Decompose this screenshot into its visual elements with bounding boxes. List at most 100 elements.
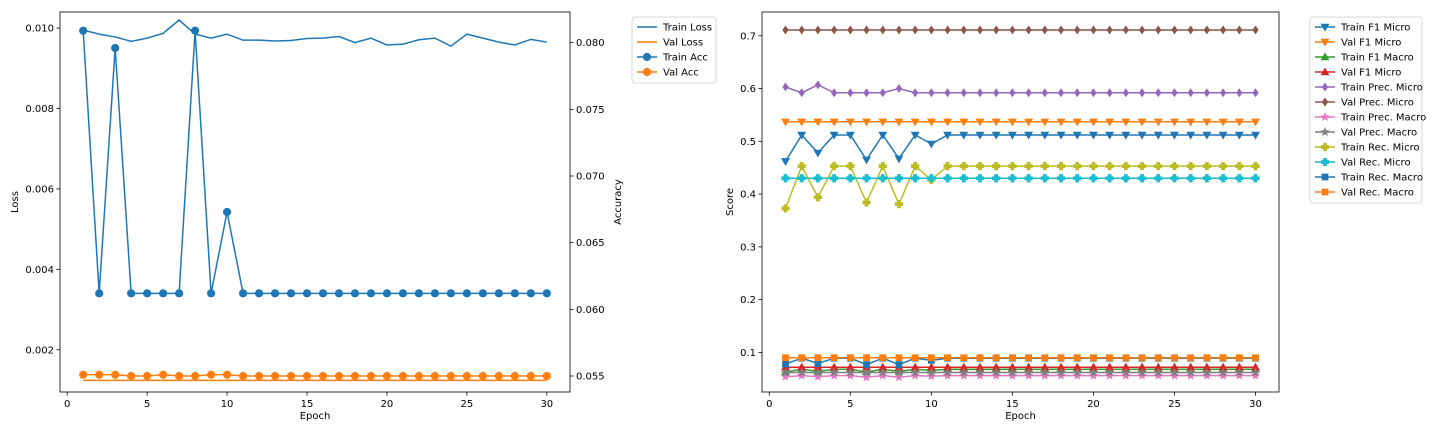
legend-marker [1320,127,1330,136]
data-point [910,370,920,380]
series-2-6 [782,25,1259,35]
series-line [784,164,1256,209]
data-point [846,354,854,362]
data-point [797,370,807,380]
legend-entry: Train Prec. Macro [1315,112,1426,124]
data-point [1236,25,1243,35]
data-point [829,367,839,377]
data-point [845,367,855,377]
data-point [1040,367,1050,377]
y2-tick-label: 0.080 [576,38,605,49]
data-point [781,158,790,166]
data-point [798,25,805,35]
data-point [1186,131,1196,140]
data-point [943,162,952,171]
x-tick-label: 5 [144,399,150,410]
data-point [975,174,985,183]
data-point [797,174,806,183]
x-tick-label: 10 [925,399,938,410]
data-point [830,162,839,171]
data-point [830,354,838,362]
legend-entry: Train Loss [637,23,712,34]
data-point [1008,174,1017,183]
data-point [302,289,312,298]
data-point [1153,118,1163,127]
data-point [1009,25,1016,35]
data-point [1072,367,1082,377]
data-point [1056,370,1066,380]
data-point [1025,354,1032,362]
data-point [813,193,823,202]
data-point [1121,174,1130,183]
data-point [1040,174,1049,183]
data-point [430,289,440,298]
legend-marker [1320,52,1330,61]
data-point [1040,370,1050,380]
data-point [1056,367,1066,377]
data-point [993,88,1000,98]
data-point [1219,88,1227,98]
legend-entry: Val Prec. Micro [1315,98,1414,109]
data-point [366,289,376,298]
data-point [286,289,296,298]
data-point [79,26,88,35]
y-tick-label: 0.5 [740,137,756,148]
data-point [928,88,935,98]
data-point [1138,354,1146,362]
data-point [1202,367,1212,377]
y-tick-label: 0.010 [25,24,54,35]
data-point [1121,162,1130,171]
data-point [510,371,519,381]
data-point [814,25,822,35]
data-point [1154,354,1162,362]
data-point [1252,354,1259,362]
data-point [1105,162,1114,171]
data-point [1007,370,1018,380]
data-point [910,367,920,377]
data-point [1074,88,1081,98]
data-point [1252,25,1259,35]
data-point [1057,25,1065,35]
data-point [1171,88,1178,98]
data-point [1056,131,1066,140]
data-point [798,354,806,362]
legend-label: Train F1 Micro [1340,23,1410,34]
data-point [782,25,789,35]
x-tick-label: 25 [1168,399,1181,410]
data-point [845,370,855,380]
data-point [863,25,870,35]
data-point [975,162,985,171]
legend-label: Val F1 Micro [1341,38,1401,49]
data-point [1234,370,1244,380]
x-axis-label: Epoch [300,411,331,422]
y-tick-label: 0.002 [25,345,54,356]
data-point [1009,88,1016,98]
data-point [1007,131,1017,140]
legend-box [631,16,717,84]
y-tick-label: 0.006 [25,184,54,195]
x-tick-label: 25 [461,399,474,410]
data-point [1088,118,1098,127]
legend-entry: Train F1 Micro [1315,23,1410,34]
legend-marker [1321,173,1329,181]
data-point [1203,354,1211,362]
data-point [944,354,951,362]
data-point [1170,162,1179,171]
data-point [1187,88,1194,98]
legend-marker [1320,112,1330,121]
data-point [942,370,953,380]
data-point [334,289,344,298]
data-point [1040,162,1049,171]
data-point [797,367,807,377]
data-point [1235,162,1244,171]
data-point [960,25,967,35]
data-point [829,118,839,127]
data-point [190,371,200,381]
data-point [1122,25,1129,35]
data-point [1234,131,1244,140]
data-point [992,162,1001,171]
y2-tick-label: 0.055 [576,372,605,383]
data-point [1235,174,1244,183]
data-point [960,354,968,362]
data-point [1024,162,1033,171]
